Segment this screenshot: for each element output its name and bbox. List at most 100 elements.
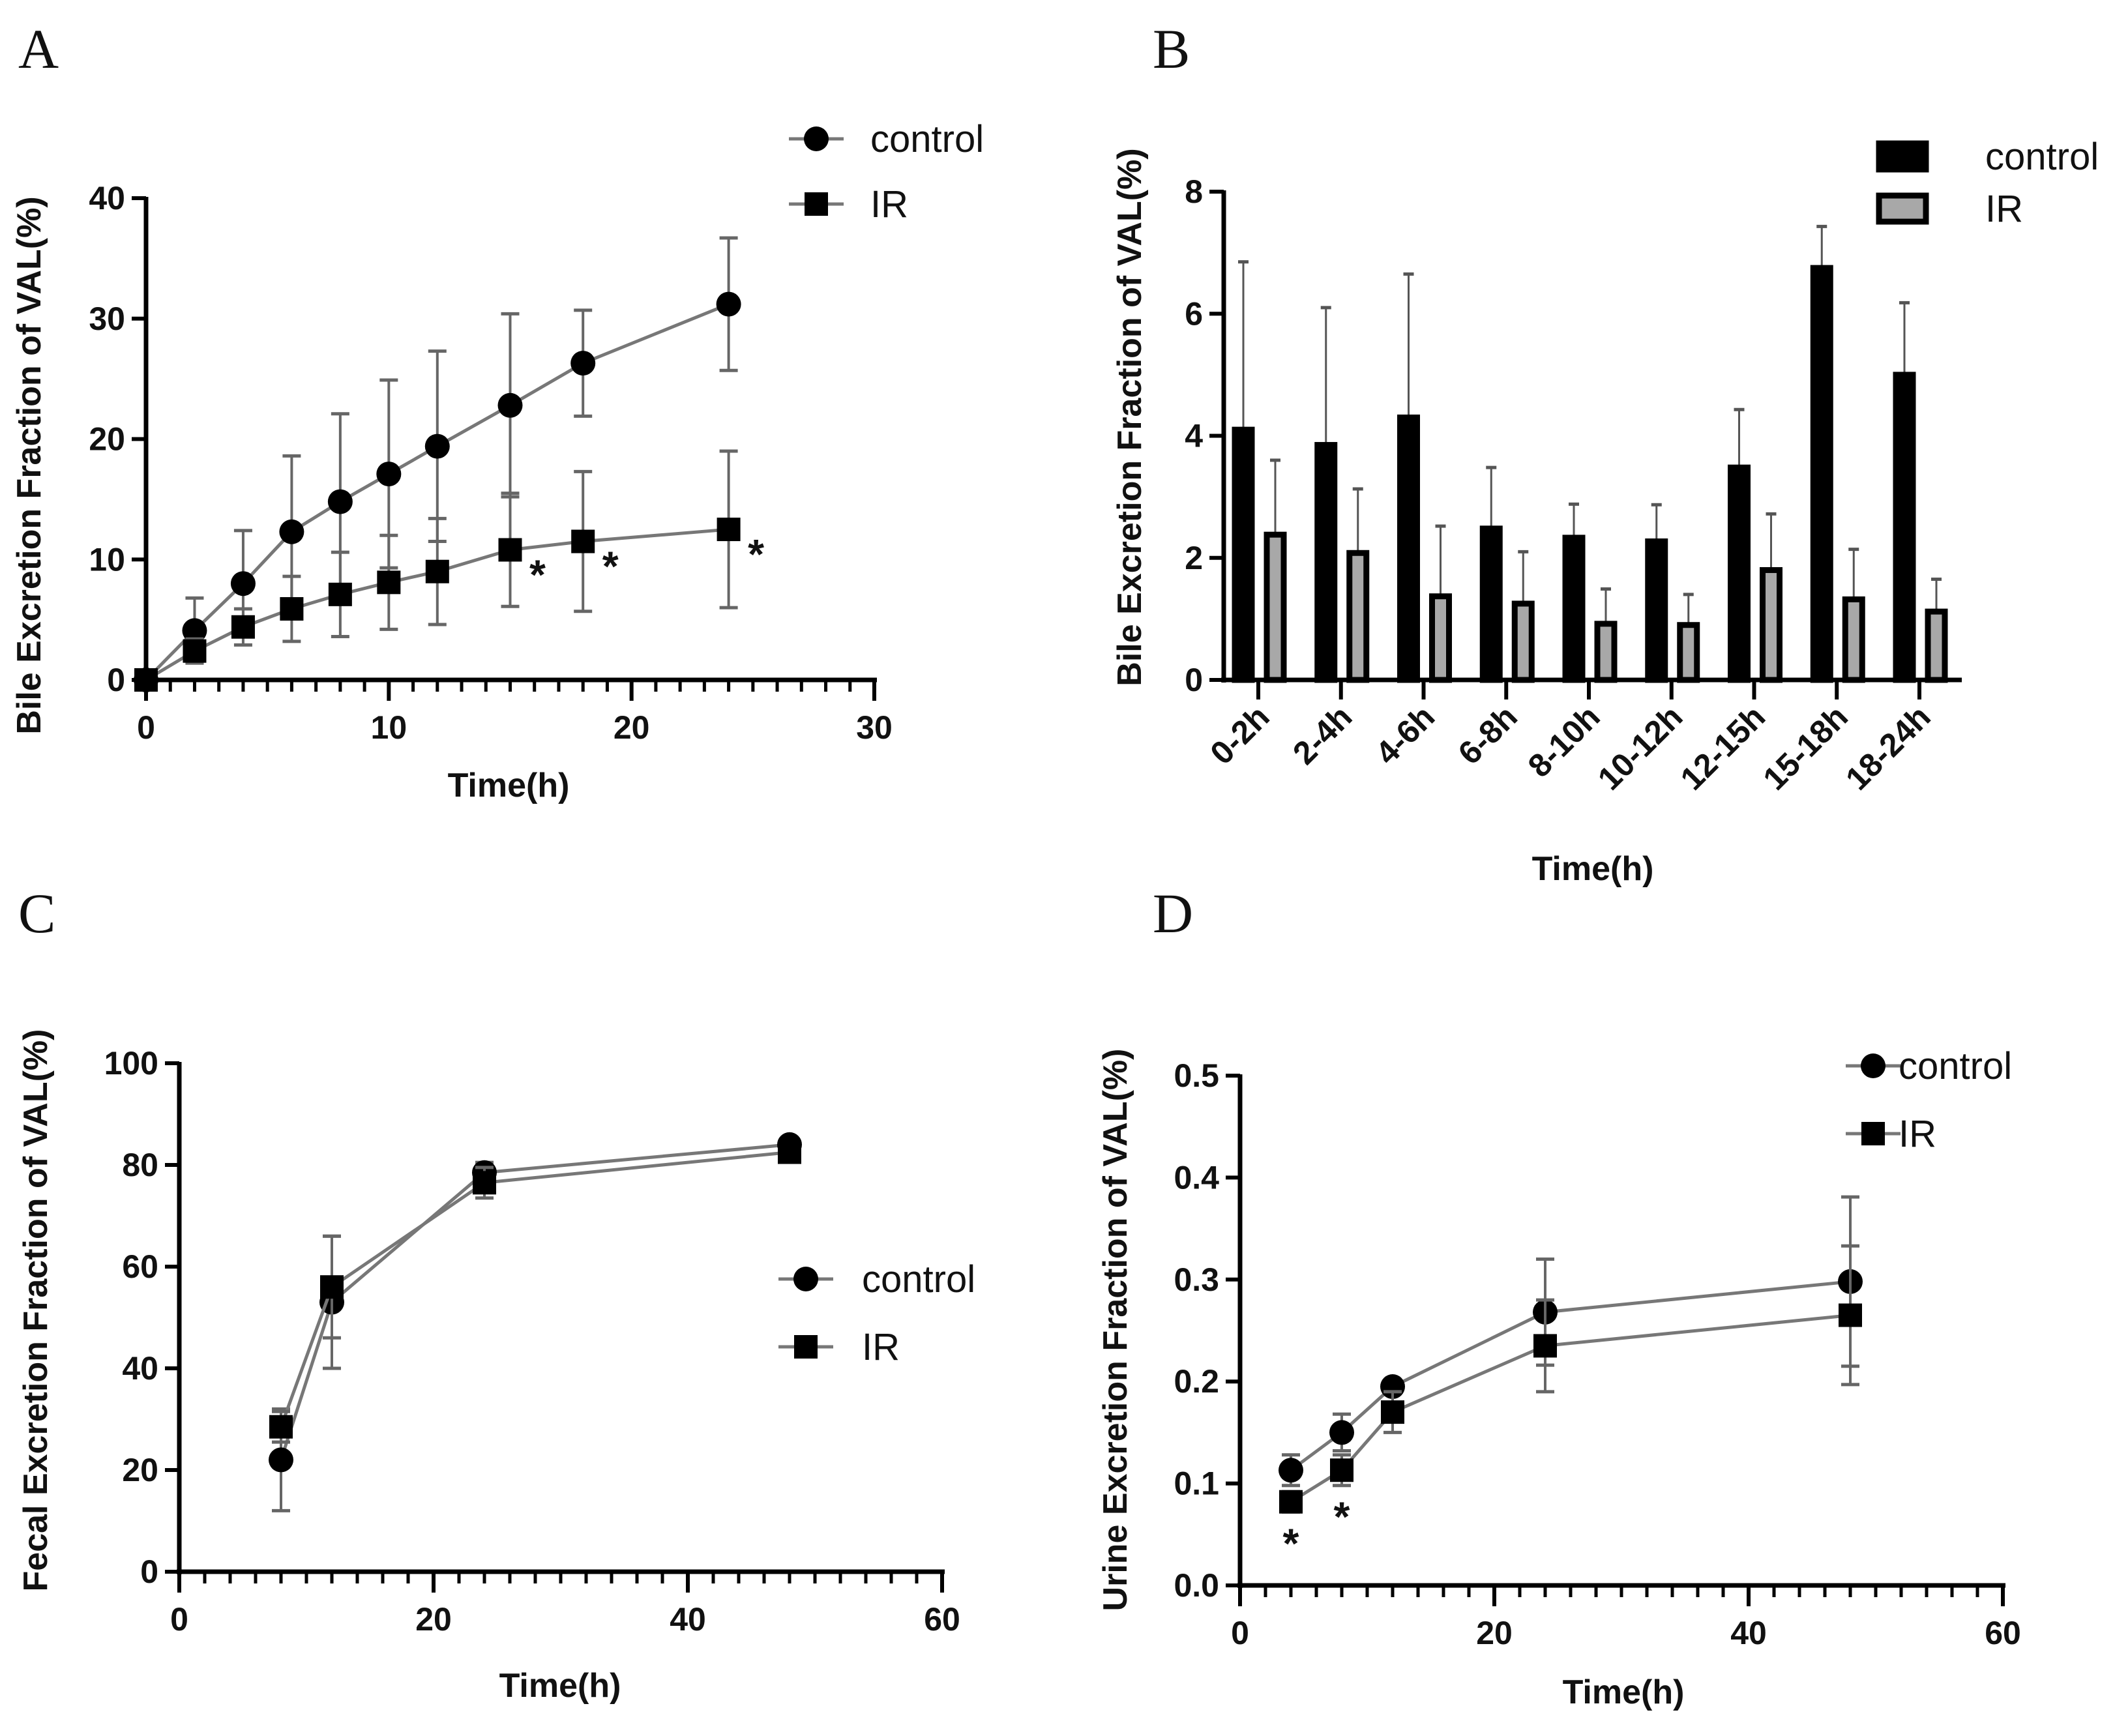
series-control xyxy=(1279,1195,1863,1488)
bar-control xyxy=(1728,464,1751,683)
legend-square-icon xyxy=(805,192,828,216)
data-point-circle xyxy=(424,434,450,459)
x-axis-label: Time(h) xyxy=(1563,1673,1685,1711)
x-tick-label: 0 xyxy=(1231,1615,1249,1651)
x-tick-label: 0 xyxy=(170,1601,188,1638)
legend-item-ir: IR xyxy=(1846,1113,1936,1155)
x-axis-label: Time(h) xyxy=(499,1667,621,1705)
bar-ir xyxy=(1429,593,1452,683)
data-point-square xyxy=(320,1275,344,1299)
y-tick-label: 0.4 xyxy=(1174,1159,1219,1196)
data-point-circle xyxy=(1279,1458,1303,1483)
panel-c: C 0 20 40 60 80 100 Time(h) Fecal Excretion Frac… xyxy=(17,882,975,1705)
bar-ir xyxy=(1264,531,1287,683)
significance-star: * xyxy=(529,551,546,598)
series-line xyxy=(1290,1280,1851,1472)
series-line xyxy=(1290,1314,1851,1503)
legend-square-icon xyxy=(794,1335,818,1359)
x-tick-label: 60 xyxy=(924,1601,960,1638)
data-point-circle xyxy=(376,462,402,487)
y-axis-label: Bile Excretion Fraction of VAL(%) xyxy=(1111,148,1149,686)
panel-b: B 0 2 4 6 8 Time(h) Bile Excretion Fraction of … xyxy=(1111,18,2099,888)
x-tick-label: 0 xyxy=(137,709,155,746)
data-point-square xyxy=(1381,1400,1404,1424)
data-point-circle xyxy=(327,489,353,514)
y-tick-label: 100 xyxy=(104,1045,158,1081)
legend-swatch-icon xyxy=(1876,192,1929,225)
y-tick-label: 2 xyxy=(1185,540,1203,576)
y-tick-label: 40 xyxy=(89,180,125,216)
x-tick-label: 30 xyxy=(856,709,893,746)
data-point-circle xyxy=(716,291,741,317)
x-tick-label: 0-2h xyxy=(1203,698,1276,771)
x-tick-label: 60 xyxy=(1985,1615,2021,1651)
legend-label: control xyxy=(1985,136,2099,178)
legend-circle-icon xyxy=(1861,1053,1886,1078)
legend-label: control xyxy=(1899,1045,2012,1087)
data-point-circle xyxy=(279,519,304,544)
legend-item-ir: IR xyxy=(1876,188,2023,230)
x-tick-label: 20 xyxy=(1476,1615,1513,1651)
bar-ir xyxy=(1842,596,1865,683)
x-axis-label: Time(h) xyxy=(448,767,570,804)
x-tick-label: 20 xyxy=(614,709,650,746)
legend-square-icon xyxy=(1861,1122,1885,1145)
y-tick-label: 0 xyxy=(1185,662,1203,698)
legend-swatch-icon xyxy=(1876,140,1929,173)
series-ir xyxy=(134,449,741,692)
y-axis-label: Fecal Excretion Fraction of VAL(%) xyxy=(17,1029,55,1592)
legend-label: IR xyxy=(1899,1113,1936,1155)
data-point-square xyxy=(231,615,255,639)
data-point-square xyxy=(280,596,304,621)
y-tick-label: 0 xyxy=(140,1553,158,1590)
data-point-square xyxy=(1330,1458,1353,1482)
significance-star: * xyxy=(748,531,764,578)
y-tick-label: 0.3 xyxy=(1174,1261,1219,1298)
x-tick-label: 18-24h xyxy=(1839,698,1938,797)
legend-label: control xyxy=(870,118,984,160)
significance-star: * xyxy=(1334,1493,1350,1540)
x-tick-label: 12-15h xyxy=(1674,698,1773,797)
y-tick-label: 0 xyxy=(107,662,125,698)
data-point-square xyxy=(1839,1303,1862,1327)
data-point-square xyxy=(134,668,158,692)
panel-letter: A xyxy=(18,18,59,80)
bar-ir xyxy=(1760,566,1782,683)
y-axis-label: Urine Excretion Fraction of VAL(%) xyxy=(1097,1049,1134,1611)
y-tick-label: 10 xyxy=(89,541,125,578)
bar-control xyxy=(1314,442,1338,683)
y-tick-label: 20 xyxy=(122,1452,158,1488)
bar-ir xyxy=(1594,621,1618,683)
bar-ir xyxy=(1925,608,1948,683)
significance-star: * xyxy=(602,543,619,590)
data-point-square xyxy=(328,582,352,606)
data-point-square xyxy=(183,639,207,663)
x-tick-label: 4-6h xyxy=(1368,698,1442,771)
y-tick-label: 0.0 xyxy=(1174,1567,1219,1604)
legend-label: IR xyxy=(1985,188,2023,230)
y-tick-label: 40 xyxy=(122,1350,158,1387)
y-tick-label: 0.5 xyxy=(1174,1057,1219,1094)
significance-star: * xyxy=(1283,1520,1299,1567)
data-point-square xyxy=(1533,1334,1557,1358)
y-tick-label: 60 xyxy=(122,1248,158,1285)
series-line xyxy=(145,527,729,682)
data-point-circle xyxy=(230,571,256,596)
series-line xyxy=(279,1143,790,1461)
panel-a: A 0 10 20 30 40 Time(h) Bile Excretion Fraction… xyxy=(10,18,984,804)
data-point-square xyxy=(571,529,595,553)
data-point-square xyxy=(498,538,522,562)
data-point-circle xyxy=(182,618,207,643)
legend-label: IR xyxy=(862,1326,900,1368)
series-line xyxy=(279,1151,790,1428)
y-axis-label: Bile Excretion Fraction of VAL(%) xyxy=(10,196,48,734)
legend-label: IR xyxy=(870,183,908,226)
bar-control xyxy=(1645,538,1668,683)
y-tick-label: 6 xyxy=(1185,295,1203,332)
legend-item-ir: IR xyxy=(789,183,908,226)
data-point-square xyxy=(377,570,401,595)
x-tick-label: 10 xyxy=(371,709,407,746)
x-tick-label: 6-8h xyxy=(1451,698,1524,771)
bar-control xyxy=(1479,525,1503,683)
legend-item-control: control xyxy=(778,1258,975,1301)
